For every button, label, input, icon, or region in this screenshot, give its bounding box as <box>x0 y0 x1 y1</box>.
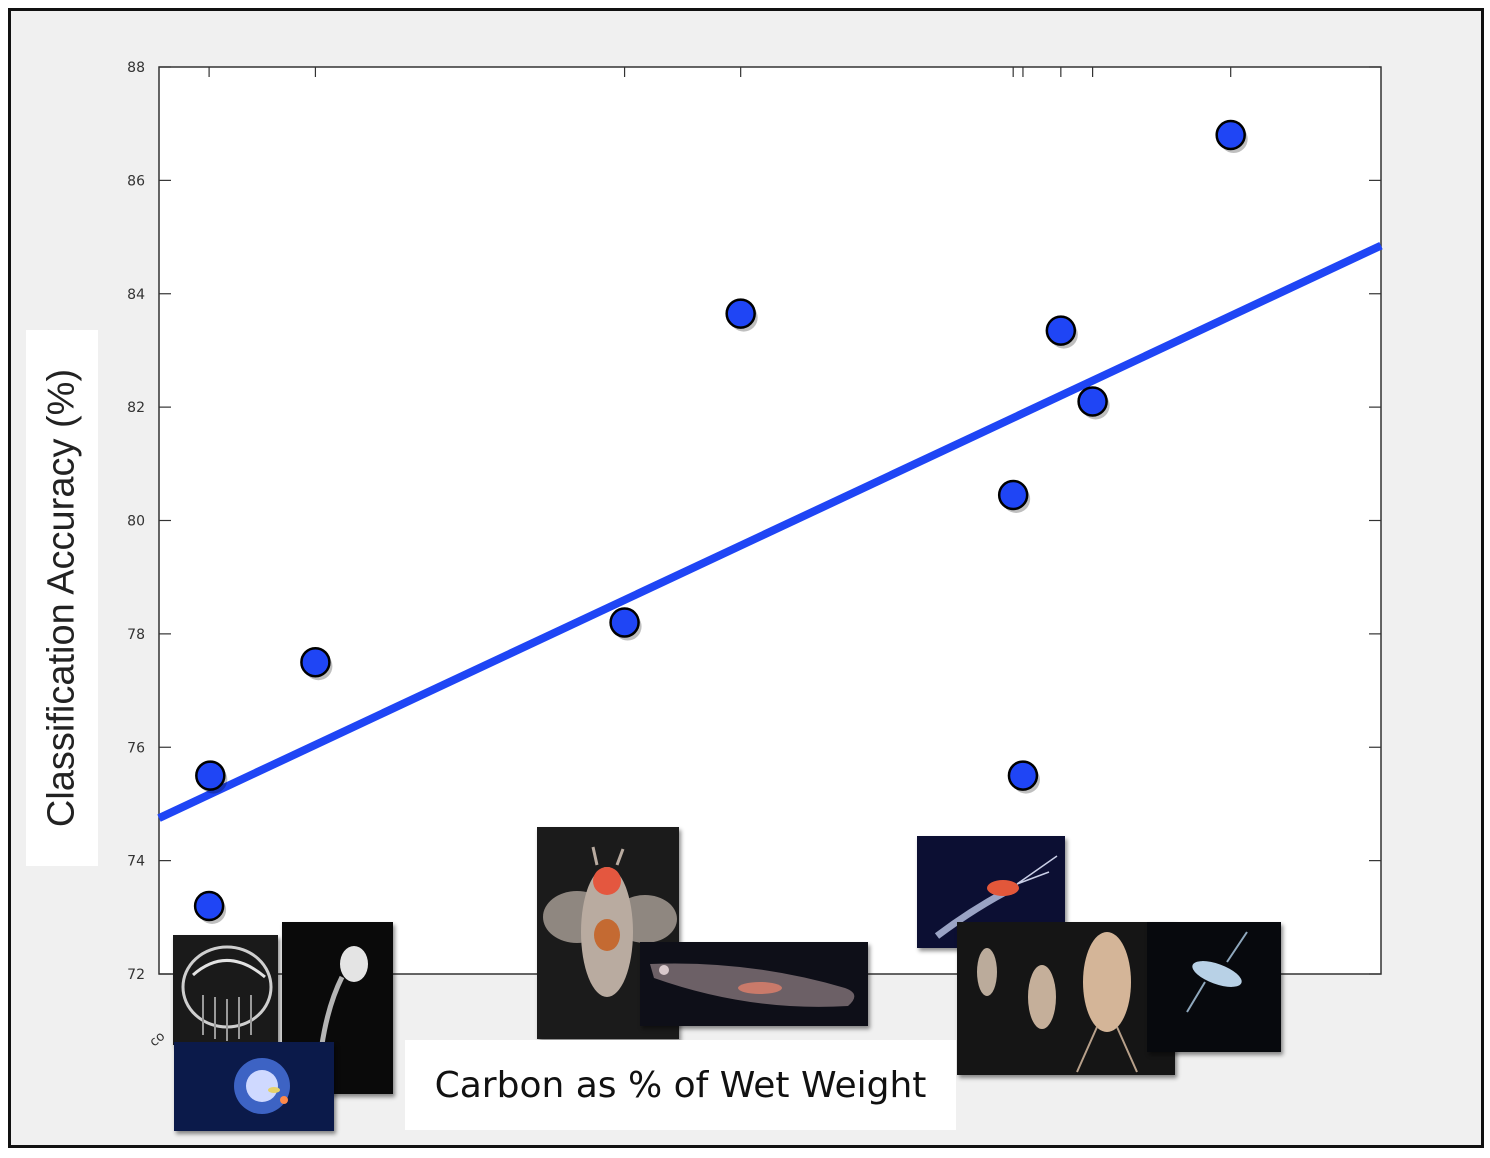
y-tick-label: 74 <box>127 854 145 870</box>
y-tick-label: 84 <box>127 287 145 303</box>
plot-area <box>158 66 1382 975</box>
y-tick-label: 78 <box>127 627 145 643</box>
y-tick-label: 88 <box>127 60 145 76</box>
data-point <box>609 607 640 638</box>
y-tick-label: 72 <box>127 967 145 983</box>
y-axis-label: Classification Accuracy (%) <box>40 368 83 828</box>
data-point <box>195 760 226 791</box>
data-point <box>997 479 1029 511</box>
comb-jelly-photo <box>173 935 278 1045</box>
data-point <box>300 646 331 678</box>
copepods-photo <box>957 922 1175 1075</box>
data-point <box>725 298 756 329</box>
amphipod-photo <box>1147 922 1281 1052</box>
y-axis: 72 74 76 78 80 82 84 86 88 <box>127 60 1381 983</box>
y-tick-label: 86 <box>127 173 145 189</box>
y-tick-label: 76 <box>127 740 145 756</box>
y-tick-label: 80 <box>127 514 145 530</box>
data-point <box>1215 119 1246 151</box>
salp-photo <box>640 942 868 1026</box>
medusa-photo <box>174 1042 334 1131</box>
data-point <box>1045 315 1077 346</box>
y-axis-label-box <box>26 330 98 866</box>
data-point <box>1077 386 1108 417</box>
data-point <box>1007 760 1039 791</box>
data-points <box>193 119 1248 924</box>
trend-line <box>157 241 1383 822</box>
x-axis-label: Carbon as % of Wet Weight <box>434 1064 927 1106</box>
data-point <box>193 890 225 922</box>
y-tick-label: 82 <box>127 400 145 416</box>
x-axis-label-box: Carbon as % of Wet Weight <box>405 1040 956 1130</box>
